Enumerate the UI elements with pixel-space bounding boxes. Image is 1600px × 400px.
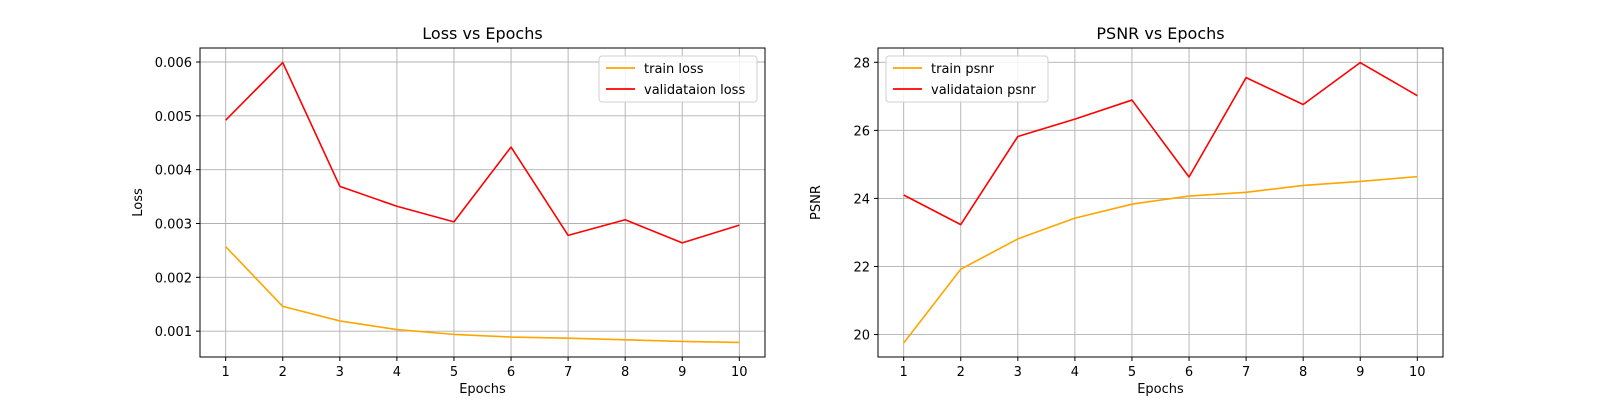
psnr-x-axis-label: Epochs bbox=[1137, 382, 1184, 397]
loss-x-axis-label: Epochs bbox=[459, 382, 506, 397]
psnr-chart: 1 2 3 4 5 6 7 8 9 10 20 22 24 26 28 PSNR vs Epochs Epo… bbox=[809, 24, 1444, 397]
psnr-y-tick-label-2: 22 bbox=[853, 260, 870, 275]
loss-ticks: 1 2 3 4 5 6 7 8 9 10 0.001 0.002 0.003 0.004 0.005 0.00… bbox=[155, 56, 748, 380]
psnr-x-tick-label-10: 10 bbox=[1409, 365, 1426, 380]
psnr-x-tick-label-4: 4 bbox=[1071, 365, 1079, 380]
loss-plot-frame bbox=[199, 47, 766, 358]
psnr-ticks: 1 2 3 4 5 6 7 8 9 10 20 22 24 26 28 bbox=[853, 56, 1425, 380]
psnr-legend-label-validation: validataion psnr bbox=[931, 83, 1036, 98]
psnr-legend-box bbox=[885, 55, 1049, 103]
psnr-x-tick-label-5: 5 bbox=[1128, 365, 1136, 380]
loss-legend-item-train: train loss bbox=[606, 62, 704, 77]
loss-series-layer bbox=[225, 61, 740, 344]
loss-x-tick-label-5: 5 bbox=[450, 365, 458, 380]
psnr-y-tick-label-5: 28 bbox=[853, 56, 870, 71]
psnr-legend-label-train: train psnr bbox=[931, 62, 995, 77]
loss-legend-item-validation: validataion loss bbox=[606, 83, 745, 98]
psnr-x-tick-label-8: 8 bbox=[1299, 365, 1307, 380]
loss-x-tick-label-2: 2 bbox=[279, 365, 287, 380]
psnr-series-validation-line bbox=[903, 61, 1418, 226]
loss-y-tick-label-6: 0.006 bbox=[155, 56, 192, 71]
loss-y-tick-label-3: 0.003 bbox=[155, 217, 192, 232]
loss-y-tick-label-5: 0.005 bbox=[155, 110, 192, 125]
loss-y-tick-label-4: 0.004 bbox=[155, 164, 192, 179]
loss-x-tick-label-3: 3 bbox=[336, 365, 344, 380]
psnr-legend-item-train: train psnr bbox=[893, 62, 995, 77]
psnr-y-tick-label-1: 20 bbox=[853, 329, 870, 344]
loss-x-tick-label-10: 10 bbox=[731, 365, 748, 380]
loss-series-validation-line bbox=[225, 61, 740, 244]
loss-y-tick-label-1: 0.001 bbox=[155, 325, 192, 340]
loss-x-tick-label-7: 7 bbox=[564, 365, 572, 380]
loss-x-tick-label-4: 4 bbox=[393, 365, 401, 380]
loss-series-train-line bbox=[225, 246, 740, 344]
psnr-x-tick-label-1: 1 bbox=[900, 365, 908, 380]
psnr-y-axis-label: PSNR bbox=[809, 185, 824, 220]
loss-x-tick-label-1: 1 bbox=[222, 365, 230, 380]
loss-x-tick-label-8: 8 bbox=[621, 365, 629, 380]
psnr-chart-title: PSNR vs Epochs bbox=[1096, 24, 1224, 43]
loss-y-tick-label-2: 0.002 bbox=[155, 271, 192, 286]
psnr-x-tick-label-7: 7 bbox=[1242, 365, 1250, 380]
psnr-x-tick-label-9: 9 bbox=[1356, 365, 1364, 380]
psnr-plot-frame bbox=[877, 47, 1444, 358]
psnr-x-tick-label-3: 3 bbox=[1014, 365, 1022, 380]
loss-legend-box bbox=[598, 55, 758, 103]
psnr-series-train-line bbox=[903, 175, 1418, 344]
loss-legend: train loss validataion loss bbox=[598, 55, 758, 103]
loss-x-tick-label-9: 9 bbox=[678, 365, 686, 380]
loss-chart-title: Loss vs Epochs bbox=[422, 24, 542, 43]
psnr-y-tick-label-3: 24 bbox=[853, 192, 870, 207]
loss-y-axis-label: Loss bbox=[131, 188, 146, 217]
loss-chart: 1 2 3 4 5 6 7 8 9 10 0.001 0.002 0.003 0.004 0.005 0.00… bbox=[131, 24, 766, 397]
loss-legend-label-validation: validataion loss bbox=[644, 83, 745, 98]
psnr-legend-item-validation: validataion psnr bbox=[893, 83, 1036, 98]
psnr-x-tick-label-6: 6 bbox=[1185, 365, 1193, 380]
psnr-y-tick-label-4: 26 bbox=[853, 124, 870, 139]
psnr-legend: train psnr validataion psnr bbox=[885, 55, 1049, 103]
psnr-series-layer bbox=[903, 61, 1418, 344]
loss-legend-label-train: train loss bbox=[644, 62, 704, 77]
psnr-x-tick-label-2: 2 bbox=[957, 365, 965, 380]
loss-x-tick-label-6: 6 bbox=[507, 365, 515, 380]
psnr-grid bbox=[878, 48, 1443, 357]
